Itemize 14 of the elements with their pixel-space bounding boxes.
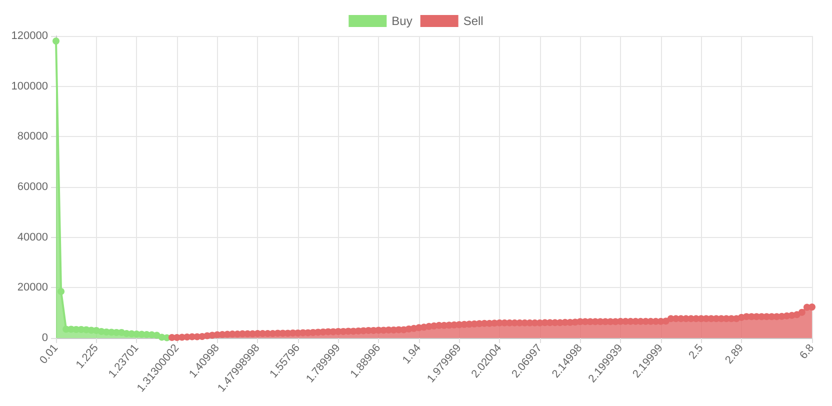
point: [52, 38, 60, 45]
y-tick-label: 60000: [17, 181, 48, 193]
x-tick-label: 6.8: [798, 342, 817, 362]
y-tick-label: 100000: [11, 80, 48, 92]
legend-label: Buy: [392, 14, 412, 28]
legend-label: Sell: [463, 14, 484, 28]
y-tick-label: 20000: [17, 282, 48, 294]
y-tick-label: 40000: [17, 231, 48, 244]
y-tick-label: 0: [42, 332, 48, 344]
point: [58, 288, 65, 295]
y-tick-label: 120000: [11, 30, 48, 42]
x-tick-label: 0.01: [38, 342, 61, 366]
x-tick-label: 2.5: [686, 342, 706, 362]
y-tick-label: 80000: [17, 130, 48, 143]
